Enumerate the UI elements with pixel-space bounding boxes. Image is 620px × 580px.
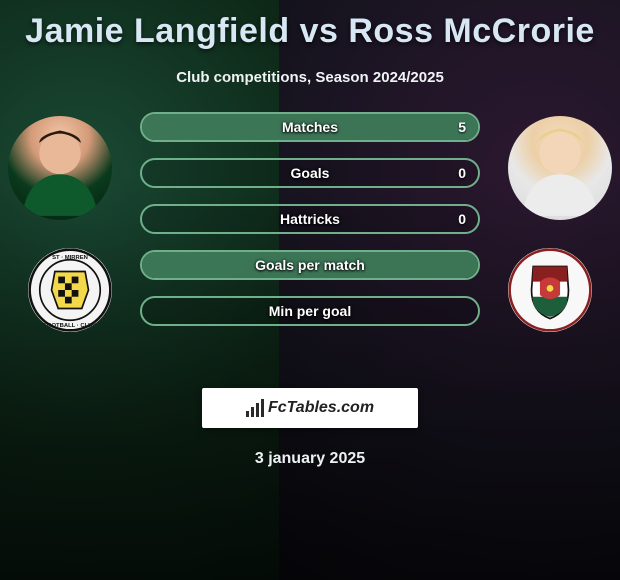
stat-value-right: 0 (458, 160, 466, 186)
comparison-date: 3 january 2025 (0, 450, 620, 468)
stat-label: Goals per match (142, 252, 478, 278)
bar-chart-icon (246, 399, 264, 417)
comparison-card: Jamie Langfield vs Ross McCrorie Club co… (0, 0, 620, 580)
logo-text: FcTables.com (268, 399, 374, 417)
club-badge-icon: ST · MIRREN FOOTBALL · CLUB (28, 248, 112, 332)
svg-text:FOOTBALL · CLUB: FOOTBALL · CLUB (43, 323, 96, 329)
stat-label: Matches (142, 114, 478, 140)
stat-row: Hattricks0 (140, 204, 480, 234)
stat-value-right: 0 (458, 206, 466, 232)
person-icon (508, 116, 612, 220)
fctables-logo: FcTables.com (202, 388, 418, 428)
comparison-content: ST · MIRREN FOOTBALL · CLUB Matches5 Goal… (0, 116, 620, 376)
player-left-avatar (8, 116, 112, 220)
club-left-badge: ST · MIRREN FOOTBALL · CLUB (28, 248, 112, 332)
stat-rows: Matches5Goals0Hattricks0Goals per matchM… (140, 112, 480, 342)
stat-row: Goals per match (140, 250, 480, 280)
stat-row: Min per goal (140, 296, 480, 326)
stat-label: Min per goal (142, 298, 478, 324)
svg-text:ST · MIRREN: ST · MIRREN (52, 255, 88, 261)
stat-row: Goals0 (140, 158, 480, 188)
stat-label: Hattricks (142, 206, 478, 232)
season-subtitle: Club competitions, Season 2024/2025 (0, 69, 620, 86)
stat-row: Matches5 (140, 112, 480, 142)
page-title: Jamie Langfield vs Ross McCrorie (0, 0, 620, 51)
player-right-avatar (508, 116, 612, 220)
stat-label: Goals (142, 160, 478, 186)
stat-value-right: 5 (458, 114, 466, 140)
club-badge-icon (508, 248, 592, 332)
person-icon (8, 116, 112, 220)
club-right-badge (508, 248, 592, 332)
